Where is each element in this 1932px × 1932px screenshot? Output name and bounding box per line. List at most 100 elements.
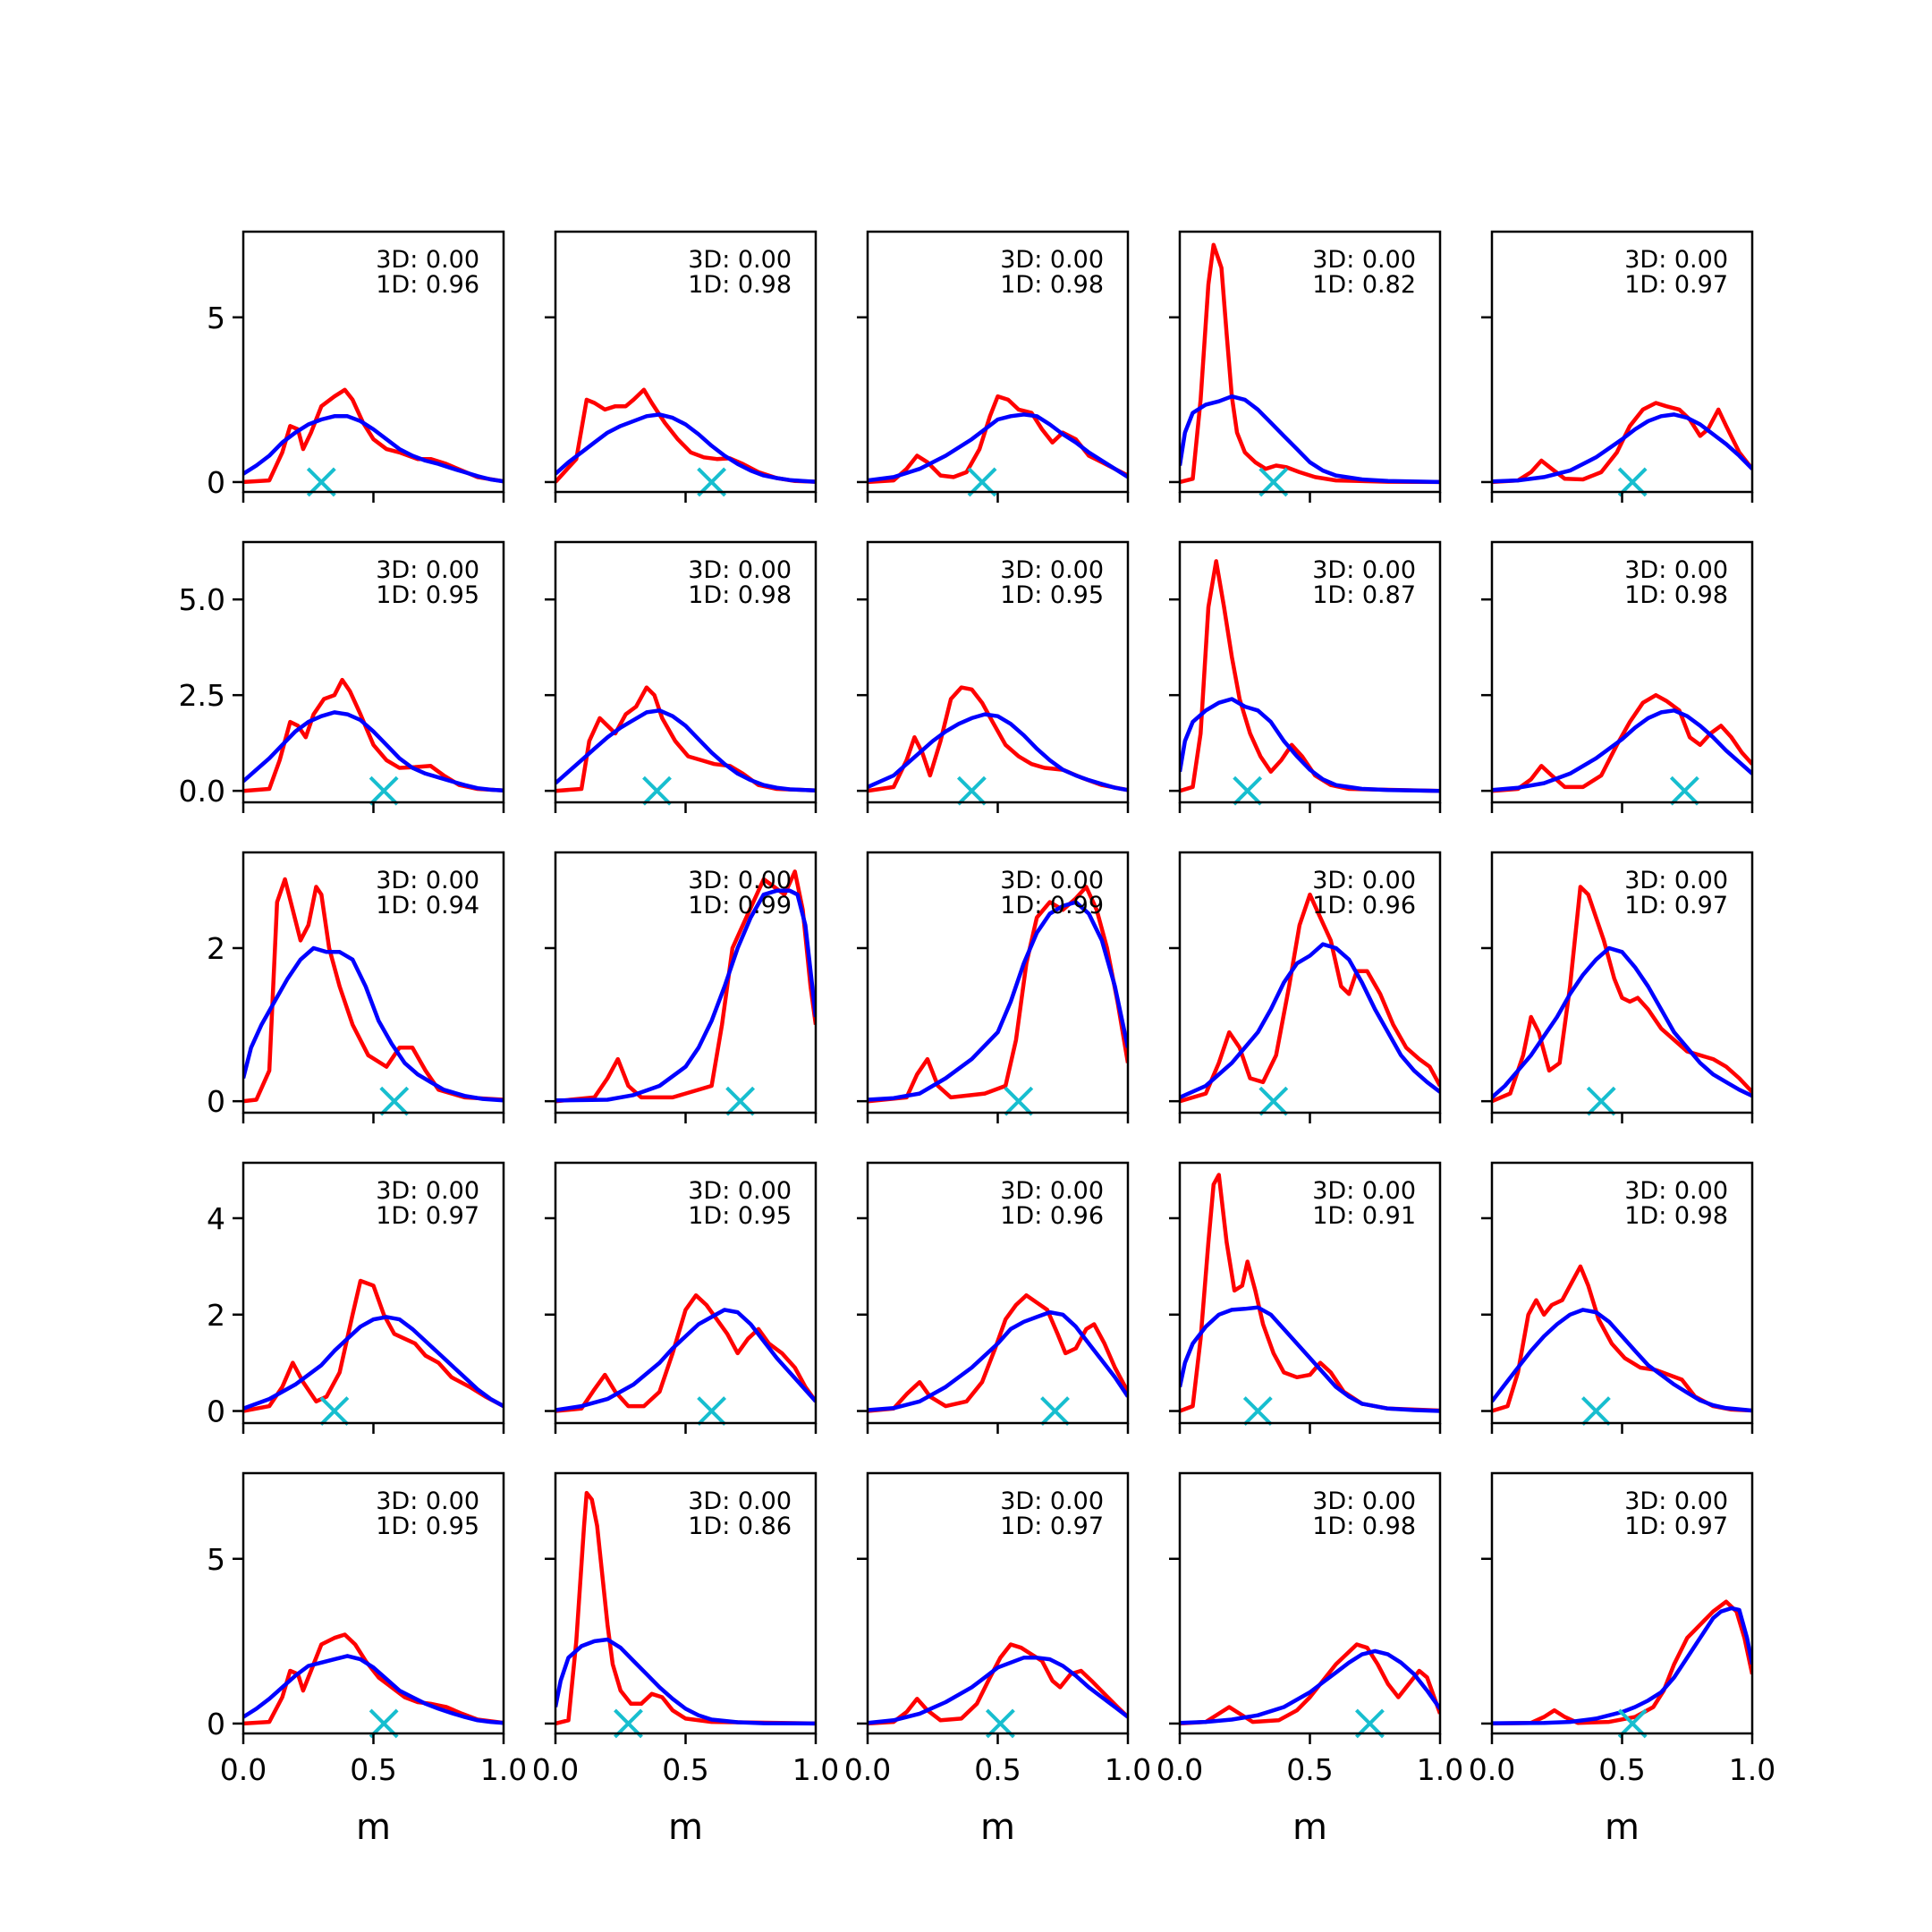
annotation-3d: 3D: 0.00 xyxy=(1312,246,1416,274)
blue-series-line xyxy=(868,1656,1128,1725)
blue-series-line xyxy=(868,712,1128,792)
x-tick-label: 1.0 xyxy=(1417,1752,1463,1787)
annotation-3d: 3D: 0.00 xyxy=(1312,867,1416,894)
x-axis-label: m xyxy=(668,1807,703,1848)
blue-series-line xyxy=(243,414,504,484)
x-tick-label: 0.0 xyxy=(220,1752,267,1787)
red-series-line xyxy=(868,1642,1128,1726)
x-marker-stroke xyxy=(319,1396,350,1426)
x-marker-stroke xyxy=(697,1396,727,1426)
blue-series-line xyxy=(868,1309,1128,1412)
red-series-line xyxy=(1492,1264,1752,1413)
y-tick-label: 5 xyxy=(207,1542,225,1577)
x-tick-label: 0.5 xyxy=(662,1752,708,1787)
x-marker xyxy=(725,1086,756,1116)
annotation-1d: 1D: 0.98 xyxy=(1312,1513,1416,1540)
annotation-3d: 3D: 0.00 xyxy=(1312,556,1416,584)
annotation-1d: 1D: 0.97 xyxy=(376,1202,479,1230)
red-series-line xyxy=(555,869,816,1104)
annotation-3d: 3D: 0.00 xyxy=(376,246,479,274)
y-tick-label: 2 xyxy=(207,931,225,966)
x-marker-stroke xyxy=(1586,1086,1616,1116)
blue-series-line xyxy=(1492,1308,1752,1413)
annotation-3d: 3D: 0.00 xyxy=(688,556,792,584)
annotation-1d: 1D: 0.99 xyxy=(688,892,792,919)
x-tick-label: 0.5 xyxy=(1598,1752,1645,1787)
x-tick-label: 0.0 xyxy=(532,1752,579,1787)
annotation-3d: 3D: 0.00 xyxy=(376,1177,479,1205)
annotation-1d: 1D: 0.96 xyxy=(1000,1202,1104,1230)
annotation-3d: 3D: 0.00 xyxy=(688,1487,792,1515)
red-series-line xyxy=(868,394,1128,485)
x-marker xyxy=(642,775,672,806)
annotation-1d: 1D: 0.97 xyxy=(1000,1513,1104,1540)
red-series-line xyxy=(1180,242,1440,485)
x-marker-stroke xyxy=(1004,1086,1034,1116)
blue-series-line xyxy=(243,710,504,792)
blue-series-line xyxy=(1492,708,1752,792)
y-tick-label: 0.0 xyxy=(179,774,225,809)
annotation-1d: 1D: 0.98 xyxy=(688,271,792,299)
blue-series-line xyxy=(1492,1606,1752,1725)
x-axis-label: m xyxy=(356,1807,391,1848)
x-marker xyxy=(1004,1086,1034,1116)
y-tick-label: 5.0 xyxy=(179,582,225,617)
x-marker xyxy=(1669,775,1699,806)
y-tick-label: 5 xyxy=(207,301,225,335)
blue-series-line xyxy=(243,1654,504,1725)
x-marker xyxy=(1233,775,1263,806)
red-series-line xyxy=(243,877,504,1104)
x-tick-label: 0.0 xyxy=(844,1752,891,1787)
annotation-1d: 1D: 0.95 xyxy=(376,1513,479,1540)
annotation-1d: 1D: 0.98 xyxy=(1624,1202,1728,1230)
x-marker xyxy=(1242,1396,1273,1426)
annotation-3d: 3D: 0.00 xyxy=(1000,1177,1104,1205)
y-tick-label: 4 xyxy=(207,1201,225,1236)
blue-series-line xyxy=(868,900,1128,1102)
y-tick-label: 2 xyxy=(207,1298,225,1333)
annotation-1d: 1D: 0.95 xyxy=(1000,581,1104,609)
y-tick-label: 0 xyxy=(207,1084,225,1119)
x-tick-label: 1.0 xyxy=(792,1752,839,1787)
annotation-1d: 1D: 0.98 xyxy=(1624,581,1728,609)
red-series-line xyxy=(243,387,504,485)
red-series-line xyxy=(1492,692,1752,793)
annotation-3d: 3D: 0.00 xyxy=(1000,556,1104,584)
annotation-3d: 3D: 0.00 xyxy=(1624,556,1728,584)
blue-series-line xyxy=(1492,945,1752,1099)
x-marker-stroke xyxy=(1580,1396,1611,1426)
x-marker-stroke xyxy=(642,775,672,806)
annotation-1d: 1D: 0.91 xyxy=(1312,1202,1416,1230)
red-series-line xyxy=(243,1632,504,1726)
annotation-3d: 3D: 0.00 xyxy=(1624,867,1728,894)
x-marker xyxy=(956,775,987,806)
annotation-3d: 3D: 0.00 xyxy=(1624,1487,1728,1515)
x-marker xyxy=(1258,1086,1289,1116)
x-axis-label: m xyxy=(980,1807,1015,1848)
x-marker-stroke xyxy=(1242,1396,1273,1426)
x-marker-stroke xyxy=(1258,1086,1289,1116)
x-marker xyxy=(1580,1396,1611,1426)
x-tick-label: 0.0 xyxy=(1157,1752,1203,1787)
x-marker-stroke xyxy=(1669,775,1699,806)
blue-series-line xyxy=(555,1308,816,1412)
red-series-line xyxy=(1180,892,1440,1104)
x-tick-label: 0.0 xyxy=(1469,1752,1515,1787)
annotation-1d: 1D: 0.98 xyxy=(688,581,792,609)
x-marker xyxy=(1040,1396,1070,1426)
annotation-1d: 1D: 0.98 xyxy=(1000,271,1104,299)
